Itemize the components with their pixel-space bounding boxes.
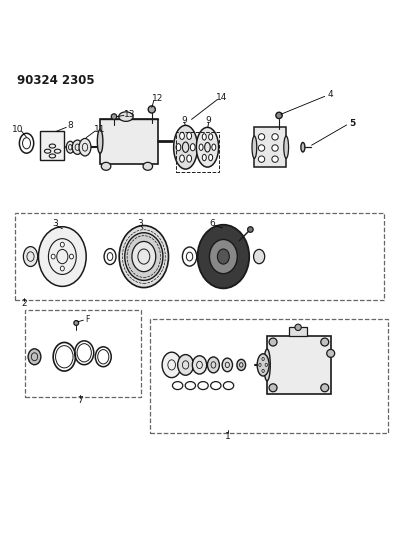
Ellipse shape [321, 338, 329, 346]
Ellipse shape [202, 155, 206, 161]
Ellipse shape [60, 266, 64, 271]
Text: F: F [85, 315, 89, 324]
Text: 9: 9 [206, 116, 211, 125]
Text: 6: 6 [210, 219, 215, 228]
Bar [15, 213, 384, 300]
Text: 10: 10 [12, 125, 23, 134]
Ellipse shape [237, 359, 246, 370]
Bar [150, 319, 388, 433]
Ellipse shape [269, 384, 277, 392]
Ellipse shape [119, 225, 168, 288]
Ellipse shape [101, 163, 111, 170]
Ellipse shape [202, 134, 206, 140]
Ellipse shape [180, 132, 184, 140]
Ellipse shape [269, 338, 277, 346]
Ellipse shape [258, 134, 265, 140]
Text: 5: 5 [350, 119, 356, 128]
Ellipse shape [252, 136, 257, 158]
Ellipse shape [148, 106, 155, 113]
Bar [40, 131, 64, 160]
Ellipse shape [272, 156, 278, 163]
Ellipse shape [321, 384, 329, 392]
Ellipse shape [60, 242, 64, 247]
Ellipse shape [72, 140, 83, 155]
Ellipse shape [125, 233, 163, 280]
Ellipse shape [248, 227, 253, 232]
Ellipse shape [295, 324, 301, 330]
Text: 3: 3 [137, 219, 143, 228]
Ellipse shape [79, 139, 91, 156]
Ellipse shape [276, 112, 282, 118]
Ellipse shape [222, 358, 233, 372]
Bar [267, 336, 331, 394]
Ellipse shape [198, 225, 249, 288]
Ellipse shape [176, 143, 181, 151]
Ellipse shape [209, 239, 237, 273]
Bar [100, 118, 158, 164]
Ellipse shape [24, 247, 38, 266]
Ellipse shape [74, 320, 79, 325]
Ellipse shape [38, 227, 86, 286]
Ellipse shape [284, 136, 288, 158]
Ellipse shape [97, 130, 103, 154]
Ellipse shape [174, 125, 198, 169]
Ellipse shape [187, 155, 192, 162]
Ellipse shape [162, 352, 181, 378]
Ellipse shape [209, 155, 213, 161]
Ellipse shape [178, 354, 194, 375]
Text: 7: 7 [77, 397, 83, 406]
Ellipse shape [51, 254, 55, 259]
Text: 90324 2305: 90324 2305 [17, 74, 94, 87]
Ellipse shape [258, 145, 265, 151]
Ellipse shape [28, 349, 41, 365]
Ellipse shape [196, 127, 219, 167]
Ellipse shape [180, 155, 184, 162]
Text: 11: 11 [93, 125, 105, 134]
Ellipse shape [119, 112, 133, 122]
Ellipse shape [207, 357, 219, 373]
Ellipse shape [66, 141, 74, 153]
Text: 4: 4 [328, 90, 334, 99]
Bar [289, 327, 307, 336]
Ellipse shape [69, 254, 73, 259]
Ellipse shape [254, 249, 265, 264]
Text: 3: 3 [53, 219, 58, 228]
Text: 8: 8 [67, 121, 73, 130]
Ellipse shape [212, 144, 216, 150]
Ellipse shape [272, 134, 278, 140]
Ellipse shape [192, 356, 207, 374]
Text: 14: 14 [216, 93, 227, 102]
Ellipse shape [217, 249, 229, 264]
Ellipse shape [272, 145, 278, 151]
Ellipse shape [209, 134, 213, 140]
Text: 12: 12 [152, 94, 164, 103]
Text: 13: 13 [124, 110, 136, 119]
Ellipse shape [190, 143, 195, 151]
Text: 2: 2 [21, 298, 27, 308]
Ellipse shape [327, 350, 335, 357]
Bar [26, 310, 141, 397]
Ellipse shape [187, 132, 192, 140]
Text: 1: 1 [225, 432, 231, 441]
Bar [176, 132, 219, 172]
Ellipse shape [257, 354, 269, 376]
Ellipse shape [301, 142, 305, 152]
Text: 9: 9 [182, 116, 187, 125]
Ellipse shape [264, 349, 270, 381]
Ellipse shape [258, 156, 265, 163]
Bar [255, 127, 286, 167]
Ellipse shape [199, 144, 203, 150]
Ellipse shape [132, 241, 156, 272]
Ellipse shape [111, 114, 117, 119]
Ellipse shape [143, 163, 152, 170]
